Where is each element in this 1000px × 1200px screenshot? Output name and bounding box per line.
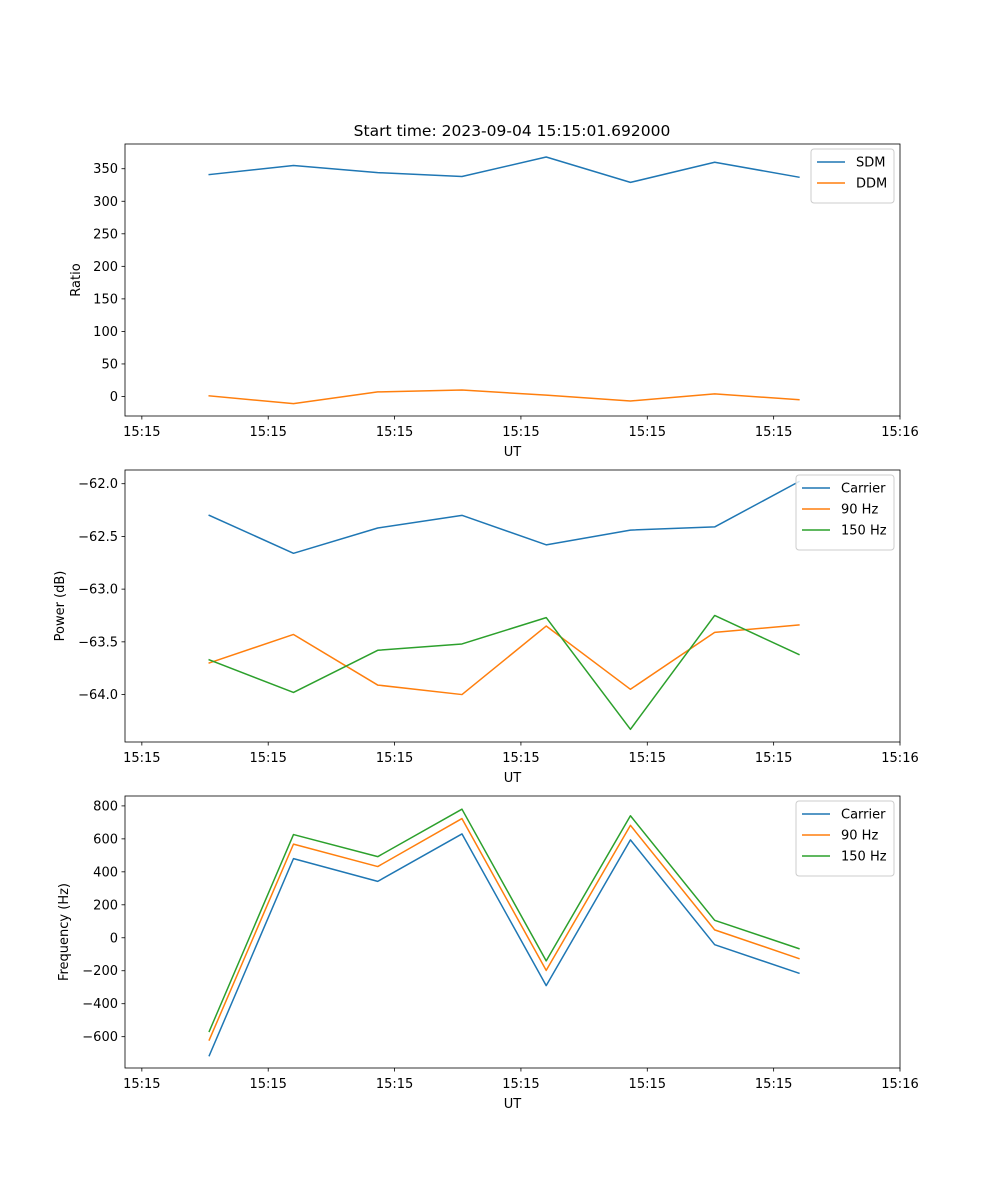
x-tick-label: 15:15 xyxy=(629,751,666,766)
legend-label: 90 Hz xyxy=(841,829,878,844)
legend-label: 150 Hz xyxy=(841,524,887,539)
legend-label: 150 Hz xyxy=(841,850,887,865)
axes-frame xyxy=(124,795,901,1069)
y-tick-label: 200 xyxy=(93,898,118,913)
y-tick-label: −62.0 xyxy=(78,477,118,492)
series-line-ddm xyxy=(208,389,800,405)
x-tick-label: 15:15 xyxy=(249,751,286,766)
x-tick-label: 15:15 xyxy=(502,751,539,766)
figure-title: Start time: 2023-09-04 15:15:01.692000 xyxy=(354,122,671,140)
series-line-carrier xyxy=(208,833,800,1057)
x-axis-label: UT xyxy=(504,1097,522,1112)
y-tick-label: 800 xyxy=(93,799,118,814)
legend-label: 90 Hz xyxy=(841,503,878,518)
y-tick-label: −600 xyxy=(82,1030,118,1045)
y-tick-label: 0 xyxy=(110,390,118,405)
x-tick-label: 15:15 xyxy=(629,1077,666,1092)
x-axis-label: UT xyxy=(504,771,522,786)
x-tick-label: 15:15 xyxy=(755,751,792,766)
legend-frame xyxy=(795,800,895,877)
y-tick-label: 250 xyxy=(93,227,118,242)
y-axis-label: Power (dB) xyxy=(53,571,68,642)
power-plot: −64.0 −63.5 −63.0 −62.5 −62.0 15:15 15:15 15:15… xyxy=(53,469,919,786)
series-line-90-hz xyxy=(208,624,800,696)
y-tick-label: 400 xyxy=(93,865,118,880)
legend: Carrier 90 Hz 150 Hz xyxy=(795,474,895,551)
axes-frame xyxy=(124,469,901,743)
legend-label: SDM xyxy=(856,156,885,171)
axes-frame xyxy=(124,143,901,417)
y-tick-label: 50 xyxy=(101,357,118,372)
x-tick-label: 15:15 xyxy=(123,751,160,766)
y-tick-label: −62.5 xyxy=(78,530,118,545)
x-tick-label: 15:15 xyxy=(502,1077,539,1092)
x-tick-label: 15:15 xyxy=(376,1077,413,1092)
y-axis-label: Frequency (Hz) xyxy=(57,883,72,981)
y-axis-label: Ratio xyxy=(69,263,84,296)
legend: Carrier 90 Hz 150 Hz xyxy=(795,800,895,877)
x-tick-label: 15:15 xyxy=(376,751,413,766)
y-tick-label: −63.5 xyxy=(78,635,118,650)
x-tick-label: 15:15 xyxy=(249,1077,286,1092)
x-tick-label: 15:15 xyxy=(123,1077,160,1092)
x-tick-label: 15:16 xyxy=(881,425,918,440)
x-tick-label: 15:16 xyxy=(881,751,918,766)
ratio-plot: 0 50 100 150 200 250 300 350 15:15 15:15 15:15 15:1… xyxy=(69,143,919,460)
y-tick-label: −63.0 xyxy=(78,583,118,598)
legend-label: Carrier xyxy=(841,808,886,823)
legend-label: Carrier xyxy=(841,482,886,497)
series-line-sdm xyxy=(208,156,800,184)
y-tick-label: −64.0 xyxy=(78,688,118,703)
x-tick-label: 15:15 xyxy=(629,425,666,440)
y-tick-label: 300 xyxy=(93,195,118,210)
legend-label: DDM xyxy=(856,177,887,192)
x-tick-label: 15:15 xyxy=(123,425,160,440)
frequency-plot: −600 −400 −200 0 200 400 600 800 15:15 15:15 15:15… xyxy=(57,795,919,1112)
series-line-90-hz xyxy=(208,817,800,1041)
y-tick-label: 600 xyxy=(93,832,118,847)
y-tick-label: 350 xyxy=(93,162,118,177)
legend-frame xyxy=(795,474,895,551)
y-tick-label: 0 xyxy=(110,931,118,946)
series-line-150-hz xyxy=(208,808,800,1033)
x-axis-label: UT xyxy=(504,445,522,460)
y-tick-label: −400 xyxy=(82,997,118,1012)
legend: SDM DDM xyxy=(810,148,895,204)
x-tick-label: 15:15 xyxy=(376,425,413,440)
series-line-150-hz xyxy=(208,614,800,731)
x-tick-label: 15:15 xyxy=(249,425,286,440)
x-tick-label: 15:15 xyxy=(755,1077,792,1092)
x-tick-label: 15:15 xyxy=(502,425,539,440)
x-tick-label: 15:16 xyxy=(881,1077,918,1092)
y-tick-label: 150 xyxy=(93,292,118,307)
x-tick-label: 15:15 xyxy=(755,425,792,440)
series-line-carrier xyxy=(208,480,800,555)
y-tick-label: 100 xyxy=(93,325,118,340)
y-tick-label: 200 xyxy=(93,260,118,275)
y-tick-label: −200 xyxy=(82,964,118,979)
